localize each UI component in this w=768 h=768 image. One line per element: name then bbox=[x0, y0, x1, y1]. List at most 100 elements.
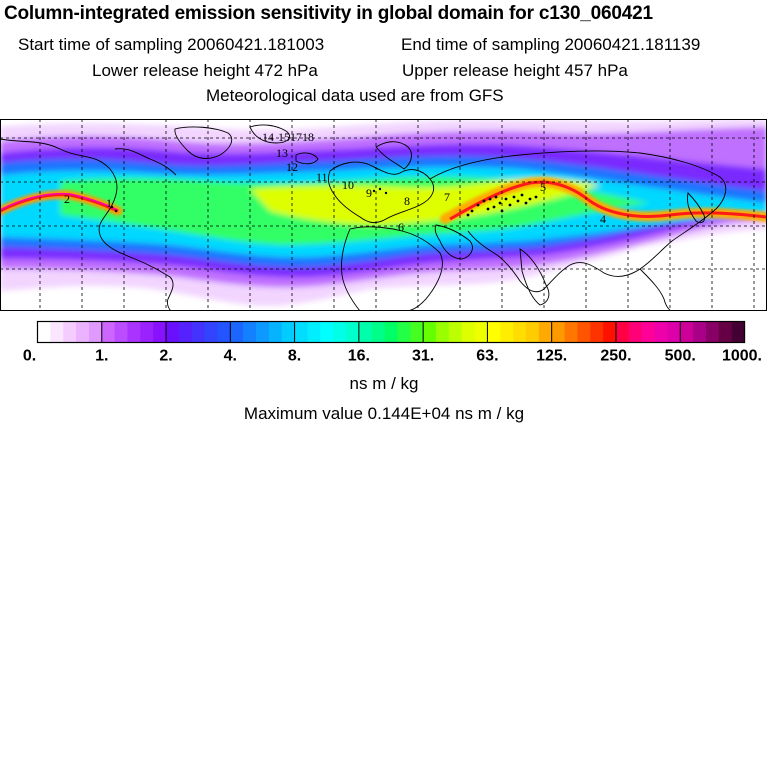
colorbar-swatch bbox=[667, 321, 681, 343]
colorbar-swatch bbox=[641, 321, 656, 343]
colorbar-swatch bbox=[37, 321, 51, 343]
colorbar-swatch bbox=[281, 321, 296, 343]
colorbar-swatch bbox=[63, 321, 77, 343]
traj-label: 7 bbox=[444, 190, 450, 204]
core-red-line-west bbox=[0, 193, 119, 213]
colorbar-tick-label: 16. bbox=[348, 348, 370, 365]
traj-label: 8 bbox=[404, 194, 410, 208]
colorbar-swatch bbox=[178, 321, 193, 343]
colorbar-tick-label: 0. bbox=[23, 348, 36, 365]
colorbar-swatch bbox=[294, 321, 309, 343]
colorbar-swatch bbox=[204, 321, 219, 343]
traj-label: 10 bbox=[342, 178, 354, 192]
coast-japan bbox=[687, 192, 705, 224]
coastlines bbox=[0, 124, 727, 311]
coast-europe bbox=[327, 161, 434, 224]
traj-label: 5 bbox=[540, 180, 546, 194]
colorbar-swatch bbox=[603, 321, 617, 343]
traj-label: 17 bbox=[290, 130, 302, 144]
colorbar-swatch bbox=[693, 321, 707, 343]
plot-title: Column-integrated emission sensitivity i… bbox=[4, 3, 653, 24]
colorbar-swatch bbox=[127, 321, 141, 343]
colorbar-swatch bbox=[448, 321, 463, 343]
coast-se-asia bbox=[639, 268, 673, 311]
colorbar-swatch bbox=[358, 321, 373, 343]
colorbar-swatch bbox=[474, 321, 488, 343]
colorbar-swatch bbox=[718, 321, 733, 343]
colorbar-swatch bbox=[461, 321, 476, 343]
colorbar-tick-label: 2. bbox=[159, 348, 172, 365]
coast-africa bbox=[341, 226, 443, 311]
colorbar-swatch bbox=[268, 321, 283, 343]
colorbar-swatch bbox=[307, 321, 321, 343]
traj-label: 12 bbox=[286, 160, 298, 174]
trajectory-cluster bbox=[110, 187, 538, 217]
colorbar-swatch bbox=[217, 321, 231, 343]
colorbar-swatch bbox=[564, 321, 578, 343]
core-magenta-line-west bbox=[0, 192, 119, 211]
colorbar-swatch bbox=[513, 321, 527, 343]
sensitivity-map: 2 1 4 5 7 8 9 10 11 12 13 14 15 17 18 6 bbox=[0, 119, 767, 311]
colorbar-swatch bbox=[243, 321, 257, 343]
colorbar-tick-label: 1000. bbox=[722, 348, 762, 365]
colorbar-swatch bbox=[384, 321, 399, 343]
colorbar-swatch bbox=[410, 321, 424, 343]
traj-label: 9 bbox=[366, 186, 372, 200]
colorbar-swatch bbox=[230, 321, 244, 343]
graticule bbox=[0, 119, 767, 311]
colorbar-dividers bbox=[101, 321, 681, 343]
traj-label: 4 bbox=[600, 212, 606, 226]
colorbar-swatch bbox=[487, 321, 501, 343]
coast-hudson bbox=[114, 148, 177, 176]
colorbar-swatch bbox=[333, 321, 347, 343]
colorbar-swatch bbox=[101, 321, 116, 343]
met-data-label: Meteorological data used are from GFS bbox=[206, 86, 504, 105]
colorbar-tick-label: 125. bbox=[536, 348, 567, 365]
colorbar-swatch bbox=[88, 321, 103, 343]
colorbar-swatch bbox=[538, 321, 553, 343]
traj-label: 15 bbox=[278, 130, 290, 144]
coast-greenland bbox=[174, 126, 233, 159]
traj-label: 1 bbox=[106, 196, 112, 210]
colorbar: 0. 1. 2. 4. 8. 16. 31. 63. 125. 250. 500. 1000. bbox=[23, 320, 762, 365]
colorbar-swatch bbox=[397, 321, 411, 343]
colorbar-swatch bbox=[50, 321, 64, 343]
colorbar-swatch bbox=[654, 321, 668, 343]
traj-label: 2 bbox=[64, 192, 70, 206]
start-time-label: Start time of sampling 20060421.181003 bbox=[18, 35, 325, 54]
coast-north-america bbox=[0, 138, 174, 311]
colorbar-tick-label: 1. bbox=[95, 348, 108, 365]
colorbar-units: ns m / kg bbox=[349, 374, 419, 393]
traj-label: 18 bbox=[302, 130, 314, 144]
colorbar-swatch bbox=[525, 321, 540, 343]
colorbar-swatch bbox=[628, 321, 643, 343]
colorbar-swatch bbox=[191, 321, 206, 343]
colorbar-tick-label: 63. bbox=[476, 348, 498, 365]
colorbar-swatch bbox=[140, 321, 154, 343]
colorbar-swatch bbox=[423, 321, 437, 343]
colorbar-tick-label: 31. bbox=[412, 348, 434, 365]
core-red-line-east bbox=[449, 180, 767, 221]
colorbar-swatch bbox=[371, 321, 386, 343]
colorbar-swatch bbox=[76, 321, 90, 343]
coast-scandinavia bbox=[375, 141, 412, 170]
coast-arabia bbox=[434, 224, 473, 260]
colorbar-swatch bbox=[590, 321, 604, 343]
colorbar-frame bbox=[36, 320, 746, 344]
colorbar-tick-label: 4. bbox=[224, 348, 237, 365]
colorbar-swatch bbox=[705, 321, 720, 343]
colorbar-tick-label: 500. bbox=[665, 348, 696, 365]
trajectory-labels: 2 1 4 5 7 8 9 10 11 12 13 14 15 17 18 6 bbox=[64, 130, 606, 234]
map-frame bbox=[0, 119, 767, 311]
colorbar-swatch bbox=[500, 321, 514, 343]
colorbar-tick-labels: 0. 1. 2. 4. 8. 16. 31. 63. 125. 250. 500. 1000. bbox=[23, 348, 762, 365]
maximum-value-label: Maximum value 0.144E+04 ns m / kg bbox=[243, 404, 525, 423]
coast-asia bbox=[429, 150, 727, 293]
colorbar-swatch bbox=[577, 321, 591, 343]
colorbar-swatches bbox=[37, 321, 746, 343]
traj-label: 11 bbox=[316, 170, 328, 184]
lower-release-label: Lower release height 472 hPa bbox=[92, 61, 318, 80]
traj-label: 14 bbox=[262, 130, 274, 144]
coast-arctic-islands bbox=[249, 124, 290, 144]
colorbar-swatch bbox=[680, 321, 694, 343]
